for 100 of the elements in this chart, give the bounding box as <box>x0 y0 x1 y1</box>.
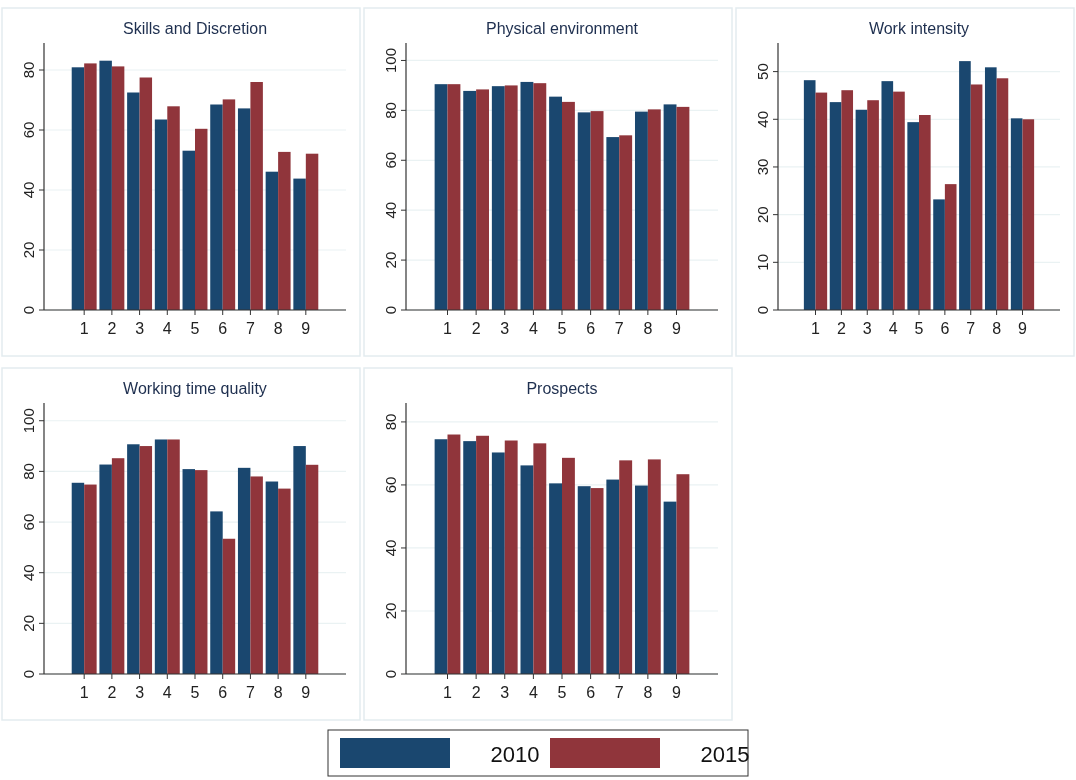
bar <box>606 479 620 674</box>
bar <box>195 470 208 674</box>
x-tick-label: 6 <box>940 320 950 337</box>
bar <box>619 135 633 310</box>
legend-label: 2015 <box>700 742 750 767</box>
bar <box>447 434 461 674</box>
y-tick-label: 0 <box>754 305 771 315</box>
x-tick-label: 1 <box>811 320 821 337</box>
bar <box>634 111 648 310</box>
bar <box>815 92 828 310</box>
bar <box>933 199 945 310</box>
bar <box>434 84 448 310</box>
bar <box>293 178 306 310</box>
bar <box>491 86 505 310</box>
x-tick-label: 9 <box>672 684 682 701</box>
legend-label: 2010 <box>490 742 540 767</box>
bar <box>549 96 562 310</box>
bar <box>841 90 854 310</box>
bar <box>919 115 931 310</box>
chart-title: Skills and Discretion <box>122 20 268 37</box>
x-tick-label: 7 <box>966 320 976 337</box>
x-tick-label: 5 <box>914 320 924 337</box>
x-tick-label: 5 <box>190 320 200 337</box>
y-tick-label: 80 <box>20 61 37 79</box>
y-tick-label: 100 <box>20 408 37 434</box>
y-tick-label: 0 <box>382 669 399 679</box>
bar <box>676 106 690 310</box>
bar <box>520 465 534 674</box>
bar <box>265 481 279 674</box>
y-tick-label: 50 <box>754 63 771 80</box>
x-tick-label: 2 <box>471 320 481 337</box>
x-tick-label: 7 <box>245 684 255 701</box>
y-tick-label: 40 <box>382 539 399 557</box>
bar <box>195 128 208 310</box>
bar <box>237 467 251 674</box>
bar <box>663 501 677 674</box>
bar <box>463 90 477 310</box>
bar <box>663 104 677 310</box>
bar <box>1022 119 1035 310</box>
x-tick-label: 8 <box>643 684 653 701</box>
x-tick-label: 3 <box>500 684 510 701</box>
bar <box>99 60 112 310</box>
x-tick-label: 8 <box>273 684 283 701</box>
bar <box>855 109 868 310</box>
y-tick-label: 40 <box>20 564 37 582</box>
x-tick-label: 3 <box>862 320 872 337</box>
y-tick-label: 60 <box>382 151 399 169</box>
x-tick-label: 5 <box>190 684 200 701</box>
x-tick-label: 8 <box>992 320 1002 337</box>
bar <box>265 171 279 310</box>
bar <box>676 474 690 674</box>
y-tick-label: 20 <box>20 615 37 632</box>
x-tick-label: 1 <box>79 684 89 701</box>
y-tick-label: 100 <box>382 47 399 73</box>
y-tick-label: 20 <box>754 206 771 223</box>
y-tick-label: 80 <box>20 463 37 480</box>
x-tick-label: 2 <box>471 684 481 701</box>
bar <box>250 476 263 674</box>
bar <box>829 102 842 310</box>
bar <box>111 458 125 674</box>
y-tick-label: 40 <box>20 181 37 199</box>
bar <box>590 111 604 310</box>
y-tick-label: 0 <box>20 305 37 315</box>
bar <box>434 439 448 674</box>
bar <box>533 443 547 674</box>
bar <box>491 452 505 674</box>
x-tick-label: 1 <box>443 684 453 701</box>
x-tick-label: 7 <box>614 320 624 337</box>
bar <box>99 464 112 674</box>
y-tick-label: 20 <box>20 241 37 259</box>
y-tick-label: 80 <box>382 102 399 119</box>
bar <box>606 137 620 310</box>
bar <box>250 82 263 310</box>
x-tick-label: 2 <box>836 320 846 337</box>
x-tick-label: 5 <box>557 320 567 337</box>
bar <box>504 85 518 310</box>
x-tick-label: 4 <box>162 684 172 701</box>
bar <box>182 150 195 310</box>
bar <box>127 92 140 310</box>
x-tick-label: 8 <box>643 320 653 337</box>
bar <box>182 469 195 674</box>
y-tick-label: 20 <box>382 251 399 269</box>
x-tick-label: 1 <box>443 320 453 337</box>
bar <box>647 459 661 674</box>
bar <box>84 484 97 674</box>
y-tick-label: 40 <box>754 110 771 128</box>
y-tick-label: 60 <box>20 513 37 531</box>
bar <box>984 67 997 310</box>
x-tick-label: 9 <box>301 684 311 701</box>
x-tick-label: 4 <box>528 320 538 337</box>
chart-title: Working time quality <box>123 380 267 397</box>
bar <box>127 444 140 674</box>
bar <box>293 446 306 674</box>
y-tick-label: 80 <box>382 413 399 431</box>
bar <box>154 439 168 674</box>
x-tick-label: 3 <box>135 320 145 337</box>
x-tick-label: 1 <box>79 320 89 337</box>
bar <box>944 184 957 310</box>
y-tick-label: 10 <box>754 253 771 271</box>
x-tick-label: 9 <box>672 320 682 337</box>
